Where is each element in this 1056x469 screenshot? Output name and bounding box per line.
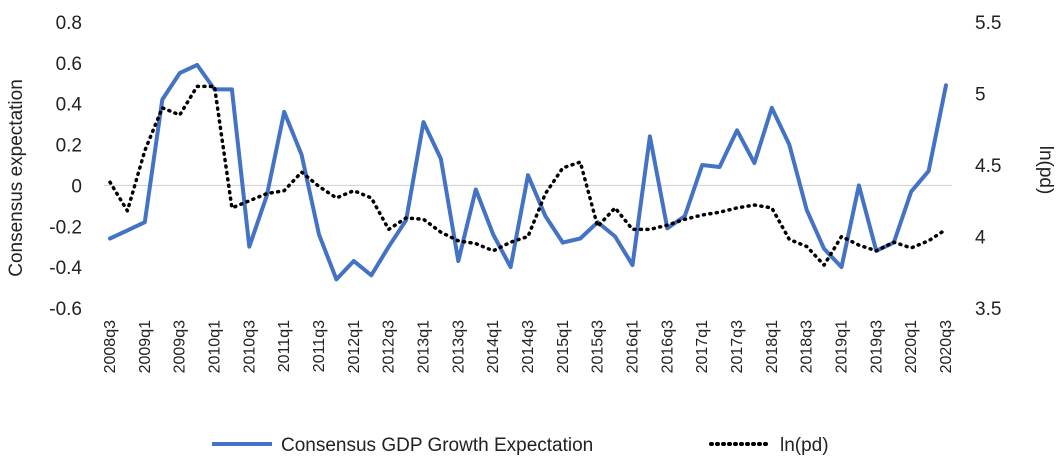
x-tick-label: 2013q1 bbox=[416, 320, 433, 373]
y-left-tick-label: 0.4 bbox=[56, 95, 83, 116]
x-tick-label: 2009q3 bbox=[172, 320, 189, 373]
x-tick-label: 2016q3 bbox=[659, 320, 676, 373]
y-axis-right-label: ln(pd) bbox=[1035, 146, 1056, 195]
legend: Consensus GDP Growth Expectation ln(pd) bbox=[212, 435, 829, 456]
series-layer bbox=[108, 62, 948, 282]
y-axis-left-ticks: 0.8 0.6 0.4 0.2 0 -0.2 -0.4 -0.6 bbox=[49, 13, 82, 320]
y-left-tick-label: -0.2 bbox=[49, 217, 82, 238]
series-line-consensus bbox=[108, 62, 948, 282]
y-right-tick-label: 5 bbox=[975, 85, 986, 106]
x-tick-label: 2015q3 bbox=[590, 320, 607, 373]
x-tick-label: 2013q3 bbox=[450, 320, 467, 373]
y-right-tick-label: 4 bbox=[975, 228, 986, 249]
series-line-lnpd bbox=[108, 84, 948, 267]
x-tick-label: 2017q3 bbox=[729, 320, 746, 373]
legend-label-lnpd: ln(pd) bbox=[780, 435, 829, 456]
y-right-tick-label: 3.5 bbox=[975, 299, 1001, 320]
x-axis-ticks: 2008q3 2009q1 2009q3 2010q1 2010q3 2011q1 2011… bbox=[102, 320, 955, 373]
x-tick-label: 2009q1 bbox=[137, 320, 154, 373]
x-tick-label: 2014q1 bbox=[485, 320, 502, 373]
x-tick-label: 2015q1 bbox=[555, 320, 572, 373]
x-tick-label: 2018q3 bbox=[799, 320, 816, 373]
x-tick-label: 2020q1 bbox=[903, 320, 920, 373]
y-right-tick-label: 5.5 bbox=[975, 13, 1001, 34]
x-tick-label: 2018q1 bbox=[764, 320, 781, 373]
x-tick-label: 2012q1 bbox=[346, 320, 363, 373]
y-left-tick-label: 0.2 bbox=[56, 136, 82, 157]
y-left-tick-label: 0 bbox=[71, 176, 82, 197]
x-tick-label: 2014q3 bbox=[520, 320, 537, 373]
y-left-tick-label: 0.8 bbox=[56, 13, 82, 34]
y-left-tick-label: -0.6 bbox=[49, 299, 82, 320]
x-tick-label: 2019q1 bbox=[834, 320, 851, 373]
y-left-tick-label: 0.6 bbox=[56, 54, 82, 75]
x-tick-label: 2016q1 bbox=[625, 320, 642, 373]
x-tick-label: 2017q1 bbox=[694, 320, 711, 373]
y-right-tick-label: 4.5 bbox=[975, 156, 1001, 177]
y-axis-left-label: Consensus expectation bbox=[6, 79, 27, 277]
x-tick-label: 2020q3 bbox=[938, 320, 955, 373]
x-tick-label: 2011q1 bbox=[276, 320, 293, 372]
y-left-tick-label: -0.4 bbox=[49, 258, 82, 279]
y-axis-right-ticks: 5.5 5 4.5 4 3.5 bbox=[975, 13, 1001, 320]
x-tick-label: 2010q3 bbox=[241, 320, 258, 373]
x-tick-label: 2011q3 bbox=[311, 320, 328, 372]
x-tick-label: 2012q3 bbox=[381, 320, 398, 373]
x-tick-label: 2010q1 bbox=[207, 320, 224, 373]
x-tick-label: 2019q3 bbox=[868, 320, 885, 373]
legend-label-consensus: Consensus GDP Growth Expectation bbox=[281, 435, 593, 456]
x-tick-label: 2008q3 bbox=[102, 320, 119, 373]
